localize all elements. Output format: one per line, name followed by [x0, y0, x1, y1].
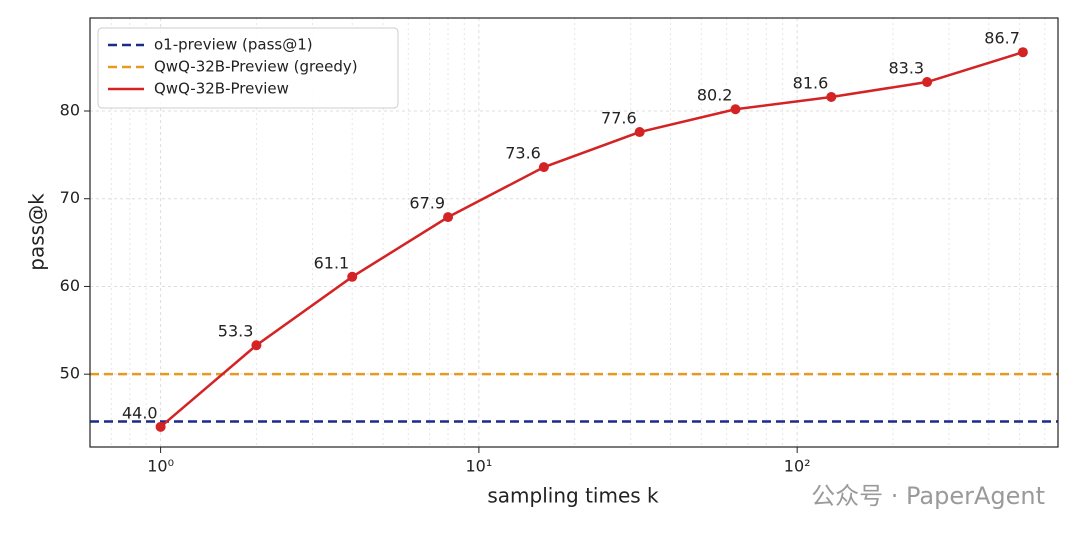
y-tick-label: 70	[60, 188, 80, 207]
data-label: 83.3	[888, 59, 924, 78]
x-tick-label: 10⁰	[147, 457, 174, 476]
y-tick-label: 80	[60, 100, 80, 119]
x-axis-label: sampling times k	[487, 484, 659, 508]
x-tick-label: 10¹	[465, 457, 492, 476]
y-tick-label: 50	[60, 364, 80, 383]
series-line	[159, 51, 1024, 428]
point	[730, 104, 741, 115]
point	[538, 162, 549, 173]
data-label: 44.0	[122, 403, 158, 422]
data-label: 61.1	[314, 253, 350, 272]
legend-label: QwQ-32B-Preview	[154, 80, 289, 98]
x-tick-label: 10²	[784, 457, 811, 476]
data-label: 73.6	[505, 144, 541, 163]
plot-frame	[89, 17, 1059, 448]
point	[251, 340, 262, 351]
legend-label: o1-preview (pass@1)	[154, 36, 313, 54]
data-label: 81.6	[793, 73, 829, 92]
point	[155, 421, 166, 432]
legend-box	[97, 27, 399, 109]
point	[826, 91, 837, 102]
data-label: 53.3	[218, 322, 254, 341]
y-tick-label: 60	[60, 276, 80, 295]
legend-label: QwQ-32B-Preview (greedy)	[154, 58, 358, 76]
watermark: 公众号 · PaperAgent	[811, 482, 1045, 510]
data-label: 86.7	[984, 29, 1020, 48]
point	[1017, 47, 1028, 58]
point	[922, 77, 933, 88]
data-label: 80.2	[697, 86, 733, 105]
data-label: 67.9	[409, 194, 445, 213]
data-label: 77.6	[601, 109, 637, 128]
point	[634, 127, 645, 138]
y-axis-label: pass@k	[25, 193, 49, 271]
point	[347, 271, 358, 282]
point	[443, 212, 454, 223]
